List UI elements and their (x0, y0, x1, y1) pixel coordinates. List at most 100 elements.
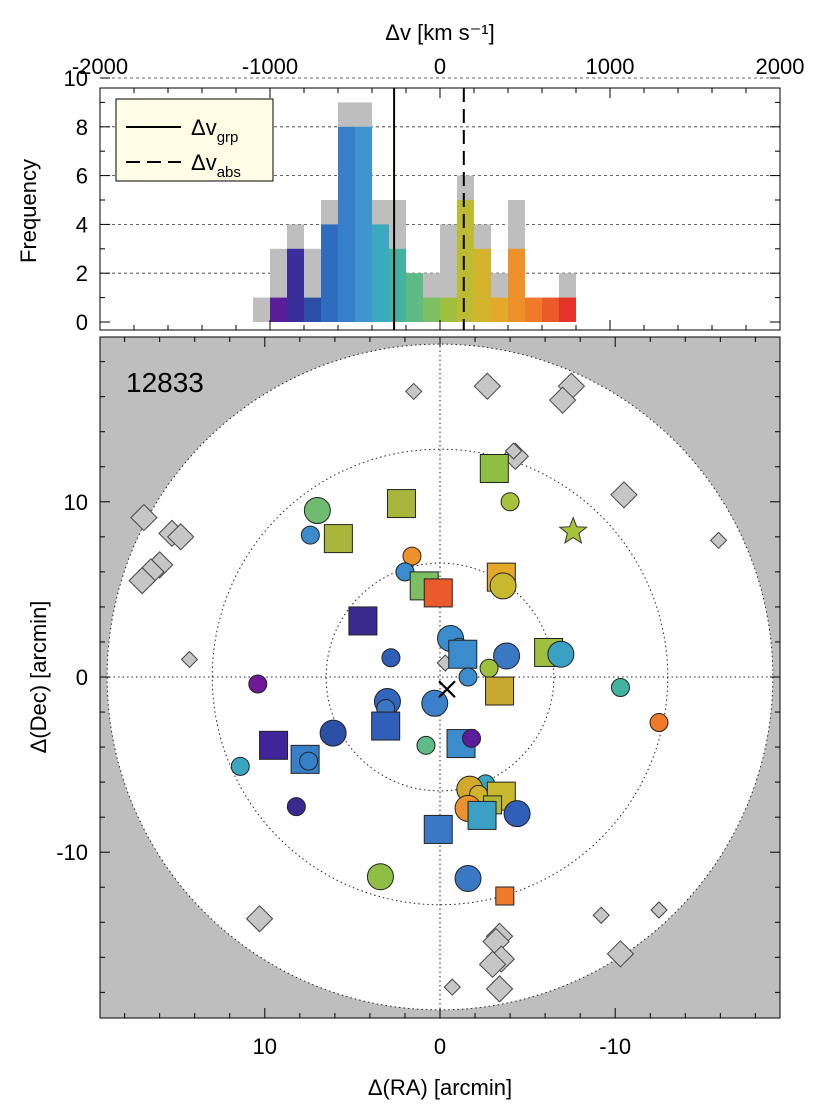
histogram-member-bar (270, 297, 287, 322)
nonmember-diamond (478, 950, 507, 979)
nonmember-diamond (180, 650, 199, 669)
histogram-y-axis-title: Frequency (16, 159, 41, 263)
histogram-member-bar (389, 248, 406, 322)
map-member-markers (230, 454, 669, 906)
member-circle (610, 678, 630, 698)
histogram-top-axis-title: Δv [km s⁻¹] (385, 20, 494, 45)
member-square (479, 454, 509, 484)
nonmember-diamond (473, 372, 502, 400)
member-circle (503, 800, 531, 828)
member-square (371, 711, 401, 741)
member-circle (458, 667, 478, 687)
histogram-member-bar (457, 200, 474, 322)
legend-entry-grp: Δvgrp (191, 115, 238, 146)
member-square (423, 814, 453, 844)
histogram-x-tick-label: 0 (434, 54, 446, 79)
histogram-x-tick-label: -1000 (242, 54, 298, 79)
map-y-tick-label: 10 (64, 490, 88, 515)
member-circle (489, 572, 517, 600)
histogram-panel: -2000 -1000 0 1000 2000 0 2 4 6 8 10 Δv [km s⁻¹] F… (16, 20, 804, 335)
member-circle (402, 546, 422, 566)
histogram-member-bar (406, 273, 423, 322)
member-circle (230, 756, 250, 776)
histogram-member-bar (508, 248, 525, 322)
histogram-member-bar (491, 297, 508, 322)
member-circle (299, 751, 319, 771)
member-circle (421, 689, 449, 717)
member-square (386, 489, 416, 519)
nonmember-diamond (485, 975, 514, 1003)
map-crosshair (100, 337, 780, 1018)
member-circle (462, 728, 482, 748)
histogram-x-tick-label: -2000 (72, 54, 128, 79)
histogram-member-bar (372, 224, 389, 322)
histogram-member-bar (287, 248, 304, 322)
member-circle (547, 640, 575, 668)
histogram-member-bar (423, 297, 440, 322)
member-square (485, 676, 515, 706)
map-y-axis-title: Δ(Dec) [arcmin] (26, 601, 51, 754)
nonmember-diamond (166, 523, 195, 551)
histogram-member-bar (440, 297, 457, 322)
histogram-x-tick-label: 1000 (586, 54, 635, 79)
map-y-tick-label: -10 (56, 840, 88, 865)
nonmember-diamond (405, 382, 423, 401)
member-square (423, 578, 453, 608)
histogram-member-bar (474, 248, 491, 322)
map-outside-shading (100, 337, 780, 1018)
legend-entry-abs: Δvabs (191, 150, 241, 181)
member-circle (381, 648, 401, 668)
nonmember-diamond (548, 386, 577, 414)
nonmember-diamond (504, 442, 523, 460)
sky-map-panel: 10 0 -10 10 0 -10 12833 Δ(RA) [arcmin] Δ(Dec)… (26, 336, 781, 1100)
member-square (448, 639, 478, 669)
map-x-tick-label: -10 (599, 1034, 631, 1059)
map-nonmember-diamonds (128, 372, 728, 1003)
center-x-marker (438, 680, 456, 699)
histogram-member-bar (542, 297, 559, 322)
map-ticks: 10 0 -10 10 0 -10 (56, 337, 780, 1059)
map-special-markers (438, 516, 588, 699)
map-x-axis-title: Δ(RA) [arcmin] (368, 1075, 512, 1100)
histogram-bars (253, 102, 576, 323)
member-circle (286, 797, 306, 817)
member-circle (500, 492, 520, 512)
histogram-ticks: -2000 -1000 0 1000 2000 0 2 4 6 8 10 (64, 54, 805, 335)
absorber-star (558, 516, 588, 545)
nonmember-diamond (245, 905, 274, 933)
member-circle (479, 658, 499, 678)
map-y-tick-label: 0 (76, 665, 88, 690)
member-square (348, 606, 378, 636)
histogram-total-bar (253, 297, 270, 322)
member-circle (366, 863, 394, 891)
nonmember-diamond (130, 503, 158, 532)
nonmember-diamond (610, 481, 638, 509)
member-circle (303, 497, 331, 525)
map-x-tick-label: 0 (434, 1034, 446, 1059)
nonmember-diamond (709, 531, 728, 550)
member-circle (454, 864, 482, 892)
histogram-member-bar (338, 126, 355, 322)
nonmember-diamond (443, 978, 461, 996)
histogram-y-tick-label: 2 (76, 261, 88, 286)
member-circle (248, 674, 268, 694)
member-circle (493, 642, 521, 670)
histogram-member-bar (304, 297, 321, 322)
map-field-label: 12833 (126, 367, 204, 398)
member-circle (416, 735, 436, 755)
histogram-member-bar (321, 224, 338, 322)
histogram-legend: Δvgrp Δvabs (115, 98, 274, 182)
histogram-x-tick-label: 2000 (756, 54, 805, 79)
legend-entry-grp-sub: grp (217, 129, 239, 146)
nonmember-diamond (650, 901, 668, 919)
member-circle (649, 713, 669, 733)
map-x-tick-label: 10 (253, 1034, 277, 1059)
nonmember-diamond (606, 940, 635, 968)
legend-entry-abs-main: Δv (191, 150, 217, 175)
member-circle (319, 719, 347, 747)
histogram-reference-lines (393, 88, 465, 330)
histogram-y-tick-label: 6 (76, 164, 88, 189)
histogram-gridlines (100, 77, 780, 274)
legend-entry-abs-sub: abs (217, 164, 241, 181)
